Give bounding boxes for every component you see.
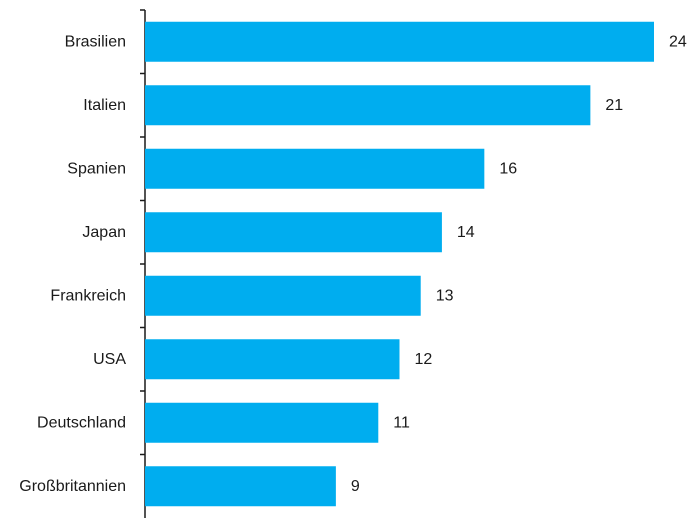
bar (145, 21, 654, 62)
category-label: Japan (82, 224, 126, 241)
labels-group: Brasilien 24 Italien 21 Spanien 16 Japan 14 Fran… (19, 33, 687, 495)
bar (145, 402, 379, 443)
value-label: 9 (351, 478, 360, 495)
value-label: 14 (457, 224, 475, 241)
value-label: 16 (499, 160, 517, 177)
bar (145, 85, 591, 126)
bar (145, 466, 336, 507)
category-label: Brasilien (65, 33, 126, 50)
value-label: 24 (669, 33, 687, 50)
value-label: 11 (393, 414, 410, 431)
category-label: Spanien (67, 160, 126, 177)
value-label: 21 (605, 97, 623, 114)
category-label: Deutschland (37, 414, 126, 431)
category-label: Großbritannien (19, 478, 126, 495)
value-label: 13 (436, 287, 454, 304)
category-label: Frankreich (50, 287, 126, 304)
category-label: USA (93, 351, 126, 368)
y-axis (140, 9, 146, 518)
bars-group (145, 21, 654, 507)
category-label: Italien (83, 97, 126, 114)
bar (145, 212, 442, 253)
bar (145, 275, 421, 316)
bar (145, 148, 485, 189)
value-label: 12 (415, 351, 433, 368)
bar (145, 339, 400, 380)
